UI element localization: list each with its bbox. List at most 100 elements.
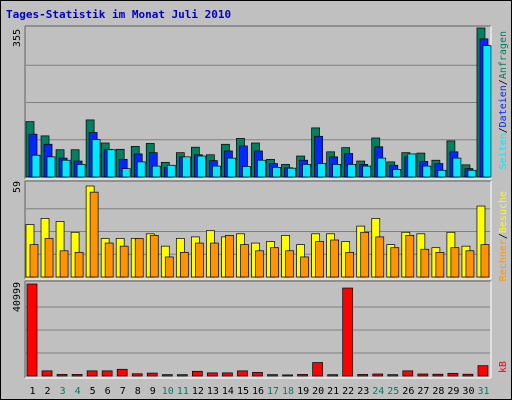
seiten-bar-day-20 [317,163,326,178]
x-tick-label-day-5: 5 [90,386,96,397]
seiten-bar-day-31 [482,45,492,178]
x-tick-label-day-27: 27 [417,386,429,397]
x-tick-label-day-29: 29 [447,386,459,397]
kb-bar-day-12 [192,370,203,377]
rechner-bar-day-10 [164,256,174,278]
x-tick-label-day-1: 1 [30,386,36,397]
rechner-bar-day-16 [255,250,264,278]
rechner-bar-day-6 [104,242,114,278]
kb-bar-day-5 [86,370,98,377]
seiten-bar-day-11 [181,156,191,178]
legend-anfragen: Anfragen [498,31,509,79]
rechner-bar-day-5 [89,191,99,278]
rechner-bar-day-28 [435,251,445,278]
rechner-bar-day-31 [480,244,490,278]
rechner-bar-day-19 [300,256,309,278]
x-tick-label-day-23: 23 [357,386,369,397]
rechner-bar-day-22 [345,251,355,278]
kb-bar-day-20 [312,362,323,377]
x-tick-label-day-16: 16 [252,386,264,397]
seiten-bar-day-9 [151,165,161,178]
x-tick-label-day-26: 26 [402,386,414,397]
x-tick-label-day-15: 15 [237,386,249,397]
kb-bar-day-27 [417,373,429,377]
seiten-bar-day-22 [347,164,357,178]
x-tick-label-day-11: 11 [177,386,189,397]
rechner-bar-day-13 [210,242,219,278]
x-tick-label-day-21: 21 [327,386,339,397]
x-tick-label-day-28: 28 [432,386,444,397]
seiten-bar-day-14 [227,157,236,178]
seiten-bar-day-18 [287,167,296,178]
legend-separator-3: / [498,233,509,239]
kb-bar-day-8 [131,373,143,377]
middle-ymax-label: 59 [12,181,23,193]
x-tick-label-day-6: 6 [105,386,111,397]
seiten-bar-day-12 [197,155,206,178]
x-tick-label-day-20: 20 [312,386,324,397]
seiten-bar-day-5 [91,139,101,178]
kb-bar-day-11 [176,374,188,377]
seiten-bar-day-24 [377,157,387,178]
x-tick-label-day-13: 13 [207,386,219,397]
legend-separator-1: / [498,79,509,85]
bottom-ymax-label: 40999 [12,282,23,312]
seiten-bar-day-19 [302,164,311,178]
kb-bar-day-21 [327,374,338,377]
kb-bar-day-3 [56,374,68,377]
legend-separator-2: / [498,127,509,133]
rechner-bar-day-2 [44,238,54,278]
rechner-bar-day-14 [225,235,234,278]
kb-bar-day-6 [101,370,113,377]
kb-bar-day-16 [252,372,263,377]
rechner-bar-day-25 [390,247,400,278]
seiten-bar-day-29 [452,157,462,178]
kb-bar-day-7 [116,368,128,377]
x-tick-label-day-3: 3 [60,386,66,397]
kb-bar-day-22 [342,287,354,377]
rechner-bar-day-20 [315,241,324,278]
rechner-bar-day-4 [74,251,84,278]
chart-title: Tages-Statistik im Monat Juli 2010 [6,8,232,21]
x-tick-label-day-8: 8 [135,386,141,397]
kb-bar-day-13 [207,372,218,377]
x-tick-label-day-30: 30 [462,386,474,397]
x-tick-label-day-7: 7 [120,386,126,397]
legend-besuche: Besuche [498,191,509,233]
kb-bar-day-9 [146,372,158,377]
x-tick-label-day-12: 12 [192,386,204,397]
x-tick-label-day-22: 22 [342,386,354,397]
seiten-bar-day-13 [212,165,221,178]
kb-bar-day-26 [402,370,414,377]
rechner-bar-day-30 [465,250,475,278]
rechner-bar-day-3 [59,250,69,278]
kb-bar-day-15 [237,370,248,377]
rechner-bar-day-9 [149,235,159,278]
kb-bar-day-24 [372,373,384,377]
seiten-bar-day-1 [31,154,41,178]
seiten-bar-day-23 [362,165,372,178]
legend-rechner: Rechner [498,239,509,281]
x-tick-label-day-25: 25 [387,386,399,397]
rechner-bar-day-24 [375,236,385,278]
legend-seiten: Seiten [498,133,509,169]
x-tick-label-day-4: 4 [75,386,81,397]
kb-bar-day-31 [477,365,489,377]
rechner-bar-day-7 [119,245,129,278]
rechner-bar-day-8 [134,238,144,278]
seiten-bar-day-28 [437,169,447,178]
kb-bar-day-19 [297,374,308,377]
kb-bar-day-28 [432,373,444,377]
kb-bar-day-29 [447,372,459,377]
top-ymax-label: 355 [12,29,23,47]
kb-bar-day-1 [26,283,38,377]
seiten-bar-day-30 [467,169,477,178]
kb-bar-day-18 [282,374,293,377]
x-tick-label-day-14: 14 [222,386,234,397]
seiten-bar-day-25 [392,169,402,178]
rechner-bar-day-29 [450,247,460,278]
rechner-bar-day-26 [405,235,415,278]
x-tick-label-day-17: 17 [267,386,279,397]
